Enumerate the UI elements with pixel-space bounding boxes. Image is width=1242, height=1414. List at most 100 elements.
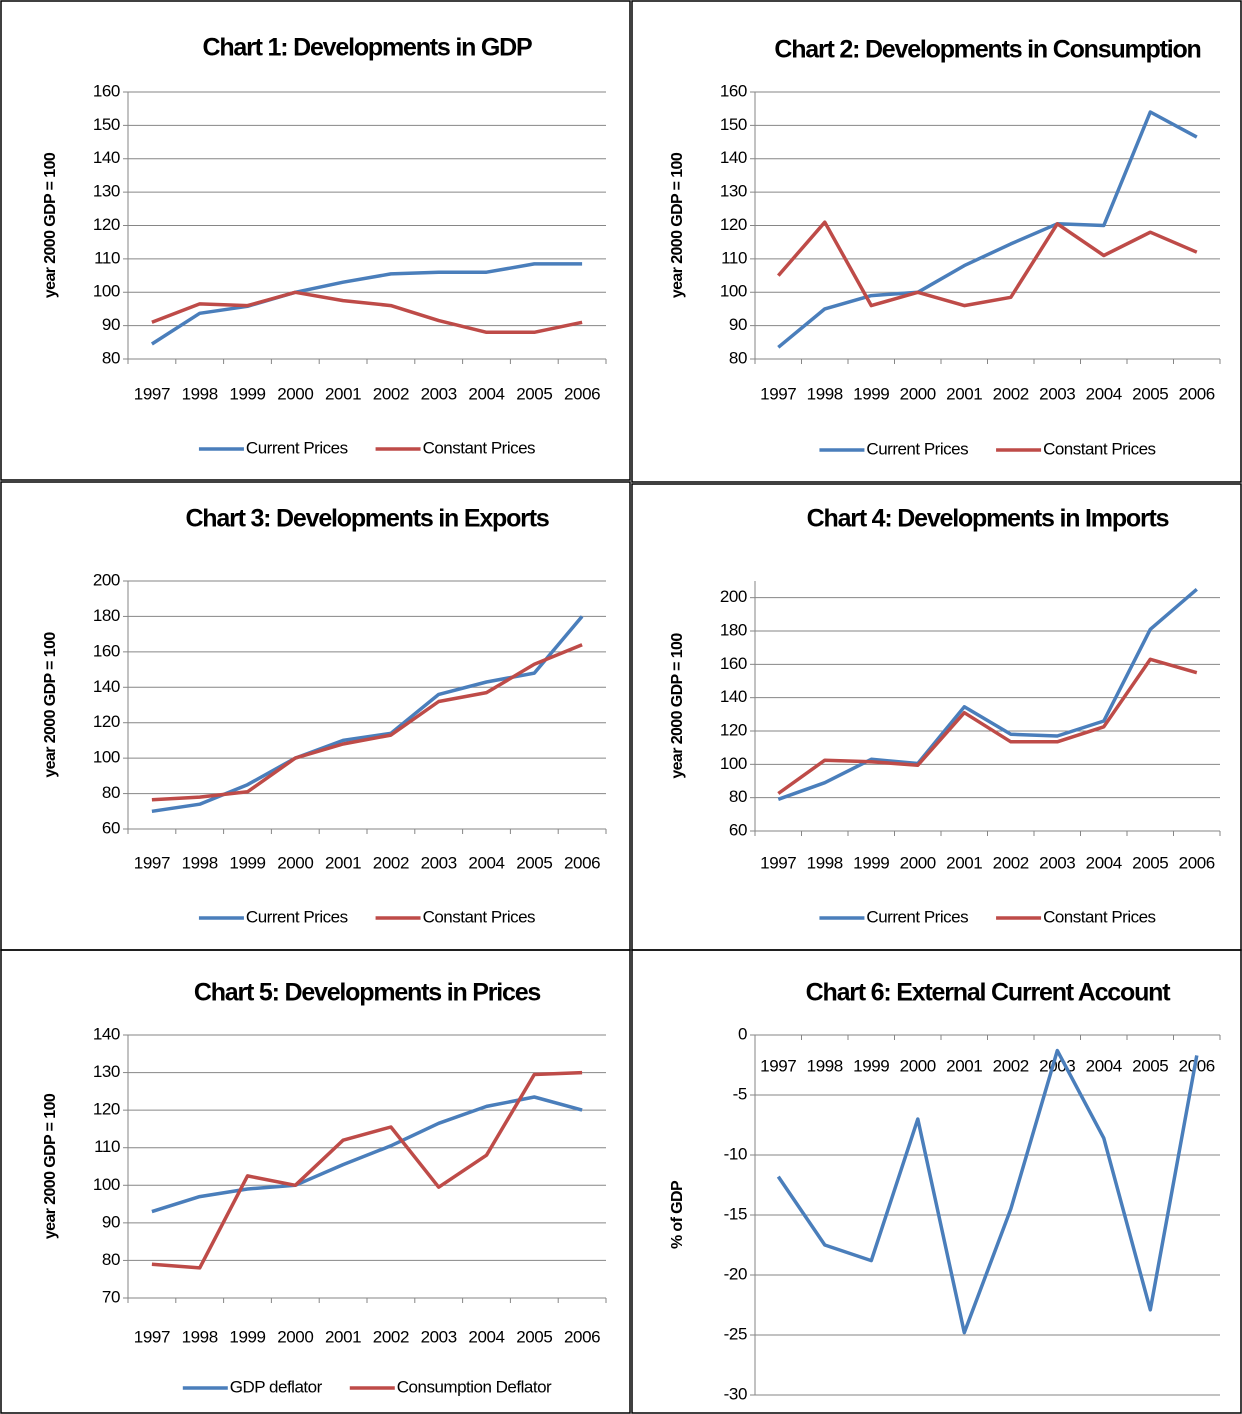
x-tick-label: 2003 [421,853,457,872]
y-tick-label: 140 [720,687,747,706]
series-line [776,1048,1199,1335]
x-tick-label: 2002 [993,1056,1029,1075]
x-tick-label: 2003 [421,384,457,403]
y-tick-label: 130 [720,182,747,201]
x-tick-label: 1998 [807,853,843,872]
panel-border [631,949,1242,1414]
y-tick-label: -20 [724,1264,747,1283]
y-axis-label: year 2000 GDP = 100 [669,633,686,779]
x-tick-label: 1999 [229,384,265,403]
y-tick-label: 80 [729,787,747,806]
x-tick-label: 2005 [1132,1056,1168,1075]
y-tick-label: 140 [720,148,747,167]
x-tick-label: 2000 [277,853,313,872]
x-tick-label: 1998 [182,1327,218,1346]
y-tick-label: 110 [94,1137,120,1156]
x-tick-label: 1998 [182,853,218,872]
x-tick-label: 2005 [516,853,552,872]
x-tick-label: 1997 [760,384,796,403]
series-line [151,615,584,814]
x-tick-label: 2000 [900,1056,936,1075]
y-axis-label: year 2000 GDP = 100 [42,152,59,298]
series-line [776,220,1198,308]
y-tick-label: 120 [720,720,747,739]
panel-border [0,0,631,481]
y-tick-label: 90 [102,315,120,334]
x-tick-label: 2006 [564,384,600,403]
x-tick-label: 2003 [421,1327,457,1346]
x-tick-label: 2005 [1132,853,1168,872]
x-tick-label: 2002 [993,384,1029,403]
legend-label: Current Prices [866,439,968,458]
chart-title: Chart 1: Developments in GDP [203,34,532,62]
x-tick-label: 2001 [325,853,361,872]
x-tick-label: 1999 [229,853,265,872]
chart-title: Chart 6: External Current Account [806,979,1172,1007]
panel-border [631,0,1242,483]
y-tick-label: 200 [93,570,120,589]
y-tick-label: 120 [93,215,120,234]
x-tick-label: 2006 [1179,853,1215,872]
y-tick-label: -30 [724,1384,747,1403]
y-tick-label: 140 [93,148,120,167]
y-tick-label: 100 [93,1175,120,1194]
y-axis-label: year 2000 GDP = 100 [42,632,59,778]
x-tick-label: 2000 [900,384,936,403]
y-axis-label: year 2000 GDP = 100 [42,1093,59,1239]
y-tick-label: 110 [721,248,747,267]
y-tick-label: 70 [102,1287,120,1306]
y-tick-label: 200 [720,587,747,606]
x-tick-label: 1999 [853,853,889,872]
x-tick-label: 2006 [1179,384,1215,403]
x-tick-label: 2000 [900,853,936,872]
x-tick-label: 2002 [993,853,1029,872]
x-tick-label: 2004 [1086,1056,1122,1075]
legend-label: Current Prices [246,907,348,926]
x-tick-label: 2001 [325,384,361,403]
x-tick-label: 2000 [277,1327,313,1346]
x-tick-label: 2005 [516,384,552,403]
x-tick-label: 2001 [946,1056,982,1075]
series-line [777,110,1198,349]
x-tick-label: 1997 [134,1327,170,1346]
y-tick-label: 100 [93,282,120,301]
y-tick-label: 80 [102,783,120,802]
x-tick-label: 1998 [807,1056,843,1075]
x-tick-label: 2006 [564,1327,600,1346]
y-tick-label: 110 [94,248,120,267]
legend-label: Constant Prices [423,907,536,926]
series-line [150,262,583,346]
y-tick-label: 120 [93,1100,120,1119]
y-tick-label: 90 [729,315,747,334]
x-tick-label: 2002 [373,853,409,872]
x-tick-label: 2006 [564,853,600,872]
x-tick-label: 1997 [134,384,170,403]
series-line [151,1095,583,1214]
y-tick-label: 0 [738,1024,747,1043]
legend-label: Current Prices [866,907,968,926]
legend-label: Consumption Deflator [397,1377,552,1396]
legend-label: Constant Prices [423,438,536,457]
chart-title: Chart 5: Developments in Prices [194,979,541,1007]
series-line [151,643,583,802]
legend-label: Constant Prices [1043,907,1156,926]
x-tick-label: 2000 [277,384,313,403]
y-tick-label: -25 [724,1324,747,1343]
x-tick-label: 1998 [182,384,218,403]
chart-title: Chart 4: Developments in Imports [807,505,1169,533]
x-tick-label: 1999 [229,1327,265,1346]
x-tick-label: 2004 [468,853,504,872]
x-tick-label: 2003 [1039,853,1075,872]
x-tick-label: 1997 [760,1056,796,1075]
y-tick-label: 150 [93,115,120,134]
chart-title: Chart 2: Developments in Consumption [774,36,1200,64]
y-tick-label: -15 [724,1204,747,1223]
series-line [777,657,1198,795]
y-tick-label: 100 [93,748,120,767]
x-tick-label: 2005 [516,1327,552,1346]
y-tick-label: 90 [102,1212,120,1231]
x-tick-label: 1999 [853,384,889,403]
x-tick-label: 2001 [946,853,982,872]
x-tick-label: 1998 [807,384,843,403]
